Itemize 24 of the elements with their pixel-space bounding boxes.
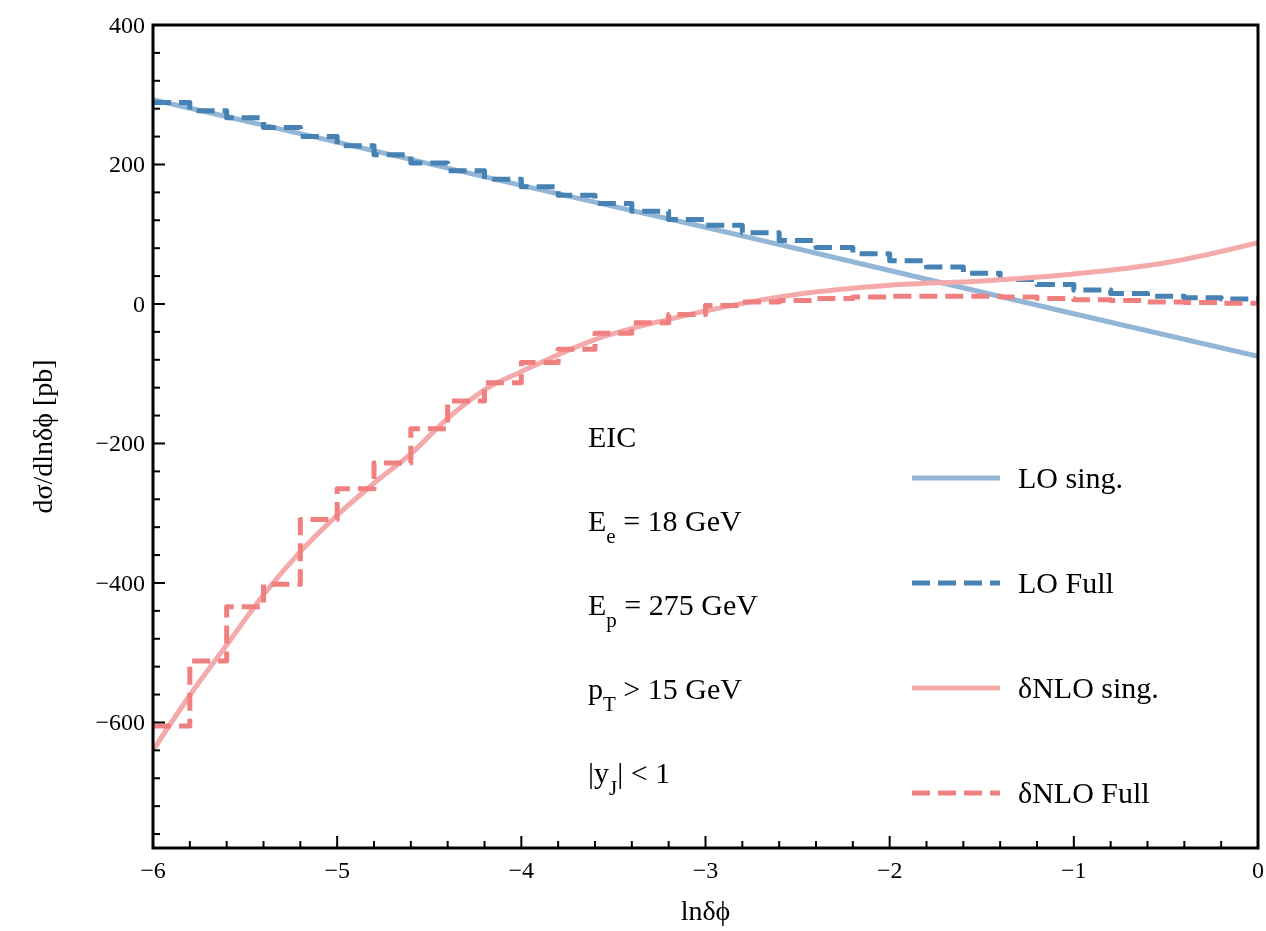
y-tick-label: −200 <box>95 430 145 457</box>
y-tick-label: 400 <box>109 12 145 38</box>
y-tick-label: −400 <box>95 569 145 596</box>
legend-label: δNLO Full <box>1018 776 1150 809</box>
legend-label: LO Full <box>1018 566 1114 599</box>
annotation: p$_{T}$ > 15 GeV <box>588 672 743 716</box>
legend-label: LO sing. <box>1018 461 1123 494</box>
annotation: |y$_{J}$| < 1 <box>588 756 671 800</box>
y-tick-label: −600 <box>95 709 145 736</box>
y-tick-label: 0 <box>133 290 145 317</box>
legend-label: δNLO sing. <box>1018 671 1159 704</box>
x-axis-title: lnδϕ <box>680 895 731 926</box>
annotation: EIC <box>588 420 637 453</box>
x-tick-label: −1 <box>1061 857 1087 883</box>
annotation: E$_{p}$ = 275 GeV <box>588 588 759 632</box>
annotation: E$_{e}$ = 18 GeV <box>588 504 743 548</box>
x-tick-label: −4 <box>508 857 535 883</box>
x-tick-label: 0 <box>1252 857 1264 883</box>
x-tick-label: −3 <box>692 857 719 883</box>
y-tick-label: 200 <box>109 151 145 178</box>
x-tick-label: −2 <box>876 857 903 883</box>
y-axis-title: dσ/dlnδϕ [pb] <box>27 359 58 514</box>
x-tick-label: −6 <box>140 857 166 883</box>
x-tick-label: −5 <box>324 857 350 883</box>
